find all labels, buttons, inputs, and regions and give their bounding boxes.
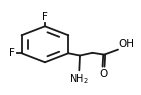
Text: OH: OH xyxy=(119,39,135,49)
Text: O: O xyxy=(99,69,108,79)
Text: NH$_2$: NH$_2$ xyxy=(69,73,89,86)
Text: F: F xyxy=(9,48,15,58)
Text: F: F xyxy=(42,12,48,22)
